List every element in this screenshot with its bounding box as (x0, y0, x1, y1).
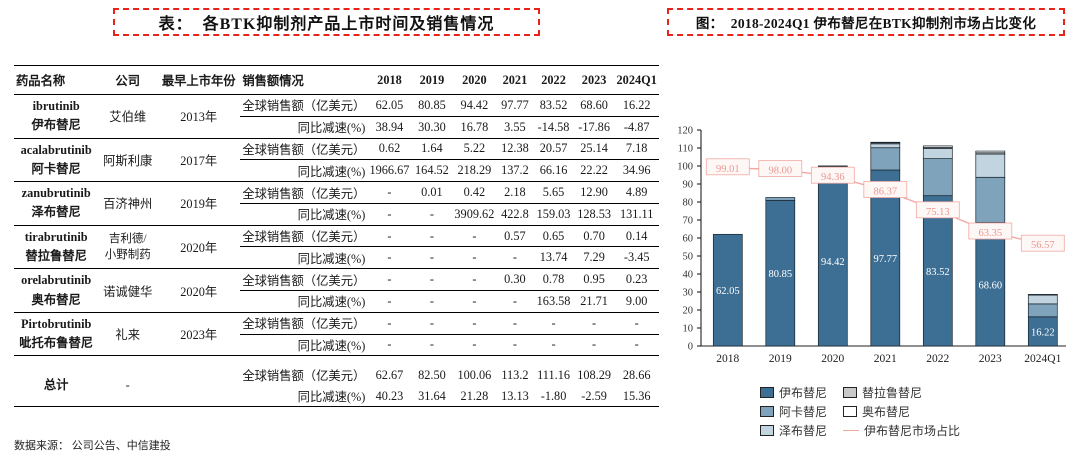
svg-text:100: 100 (677, 162, 693, 173)
svg-text:2020: 2020 (821, 353, 844, 365)
svg-text:2023: 2023 (979, 353, 1002, 365)
svg-text:2024Q1: 2024Q1 (1024, 353, 1061, 365)
svg-text:99.01: 99.01 (716, 164, 740, 175)
svg-text:60: 60 (683, 234, 694, 245)
svg-text:98.00: 98.00 (768, 166, 792, 177)
svg-text:68.60: 68.60 (978, 280, 1002, 291)
svg-text:90: 90 (683, 180, 694, 191)
svg-text:62.05: 62.05 (716, 286, 740, 297)
svg-text:75.13: 75.13 (926, 207, 950, 218)
svg-text:110: 110 (678, 144, 693, 155)
svg-text:83.52: 83.52 (926, 267, 950, 278)
svg-text:86.37: 86.37 (873, 187, 897, 198)
svg-text:10: 10 (683, 324, 694, 335)
svg-text:2019: 2019 (769, 353, 792, 365)
svg-text:20: 20 (683, 306, 694, 317)
svg-text:70: 70 (683, 216, 694, 227)
svg-text:2018: 2018 (716, 353, 739, 365)
svg-text:50: 50 (683, 252, 694, 263)
svg-text:97.77: 97.77 (873, 254, 897, 265)
svg-text:94.36: 94.36 (821, 172, 845, 183)
svg-text:30: 30 (683, 288, 694, 299)
svg-text:56.57: 56.57 (1031, 240, 1055, 251)
svg-text:2022: 2022 (926, 353, 949, 365)
svg-text:0: 0 (688, 342, 693, 353)
svg-text:16.22: 16.22 (1031, 327, 1055, 338)
svg-text:94.42: 94.42 (821, 257, 845, 268)
svg-text:80.85: 80.85 (768, 269, 792, 280)
svg-text:2021: 2021 (874, 353, 897, 365)
svg-text:63.35: 63.35 (978, 228, 1002, 239)
svg-text:80: 80 (683, 198, 694, 209)
svg-text:120: 120 (677, 126, 693, 137)
svg-text:40: 40 (683, 270, 694, 281)
